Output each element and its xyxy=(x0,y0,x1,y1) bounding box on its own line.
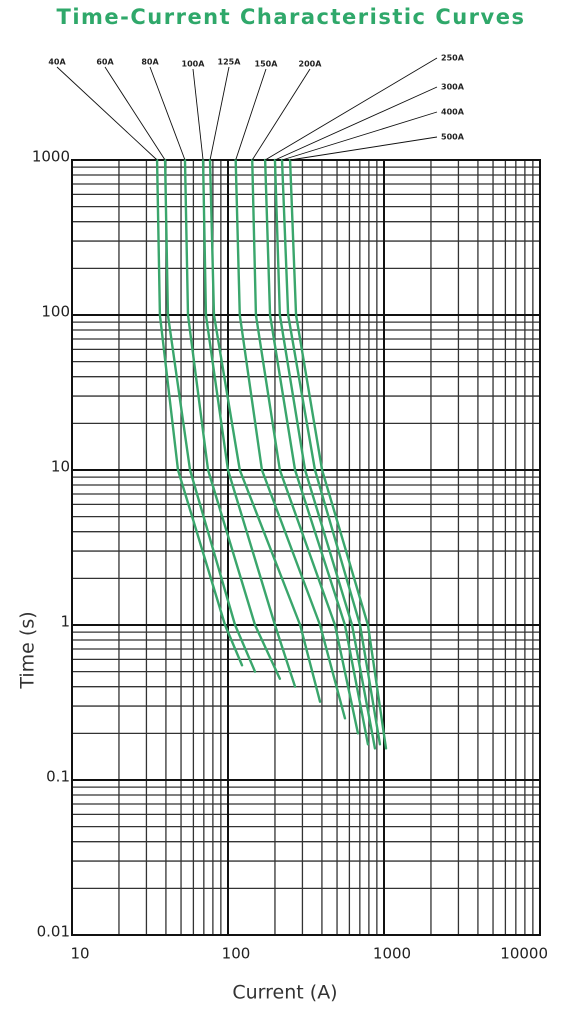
x-tick-label: 10 xyxy=(70,945,89,963)
leader-line xyxy=(274,86,438,161)
curve-label: 300A xyxy=(441,83,465,92)
plot-border xyxy=(71,159,541,936)
leader-line xyxy=(192,68,204,161)
curve xyxy=(288,158,388,750)
curve-label: 60A xyxy=(96,58,114,67)
y-tick-label: 10 xyxy=(51,458,70,476)
y-axis-label: Time (s) xyxy=(17,611,39,689)
curve-label: 500A xyxy=(441,133,465,142)
y-tick-label: 1 xyxy=(60,613,70,631)
curve xyxy=(280,158,382,746)
curve-label: 100A xyxy=(182,60,206,69)
y-tick-label: 1000 xyxy=(32,148,70,166)
y-tick-label: 100 xyxy=(41,303,70,321)
x-tick-label: 10000 xyxy=(500,945,548,963)
leader-line xyxy=(264,57,438,161)
x-tick-label: 100 xyxy=(222,945,251,963)
curve xyxy=(234,158,347,720)
leader-line xyxy=(290,136,438,161)
curve xyxy=(273,158,377,750)
curve-label: 250A xyxy=(441,54,465,63)
x-tick-label: 1000 xyxy=(373,945,411,963)
curve xyxy=(163,158,257,673)
chart-title: Time-Current Characteristic Curves xyxy=(57,5,526,29)
leader-line xyxy=(251,68,311,161)
curve-label: 125A xyxy=(218,58,242,67)
leader-line xyxy=(104,66,166,161)
curve xyxy=(183,158,282,680)
curve-label: 40A xyxy=(48,58,66,67)
x-axis-label: Current (A) xyxy=(232,982,337,1004)
curve-label: 80A xyxy=(141,58,159,67)
curve-label: 400A xyxy=(441,108,465,117)
leader-line xyxy=(56,66,158,161)
curve xyxy=(201,158,297,688)
curve-label: 150A xyxy=(255,60,279,69)
curve xyxy=(251,158,360,735)
y-tick-label: 0.1 xyxy=(46,768,70,786)
leader-line xyxy=(281,111,438,161)
y-tick-label: 0.01 xyxy=(37,923,70,941)
curve xyxy=(208,158,322,703)
leader-line xyxy=(235,68,267,161)
leader-line xyxy=(149,66,186,161)
curve xyxy=(155,158,244,667)
leader-line xyxy=(209,66,230,161)
curve-label: 200A xyxy=(299,60,323,69)
curve xyxy=(263,158,370,746)
